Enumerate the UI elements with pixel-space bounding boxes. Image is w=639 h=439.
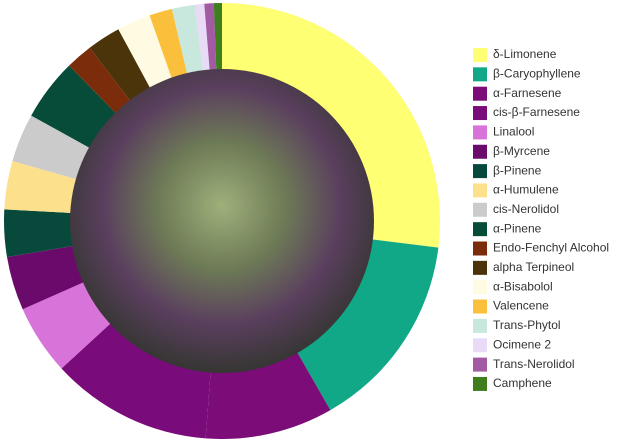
legend-swatch [473, 338, 487, 353]
donut-segment [31, 65, 117, 149]
legend-label: β-Pinene [493, 163, 542, 177]
center-photo [70, 69, 374, 373]
legend-label: Linalool [493, 125, 534, 139]
legend-label: β-Caryophyllene [493, 67, 581, 81]
legend-label: Trans-Nerolidol [493, 357, 575, 371]
donut-segment [12, 115, 91, 180]
donut-segment [118, 15, 173, 90]
legend-swatch [473, 86, 487, 101]
legend-swatch [473, 280, 487, 295]
donut-segment [222, 3, 440, 248]
legend-label: Valencene [493, 299, 549, 313]
legend-swatch [473, 183, 487, 198]
legend-swatch [473, 241, 487, 256]
legend-label: cis-Nerolidol [493, 202, 559, 216]
legend-swatch [473, 67, 487, 82]
legend-label: β-Myrcene [493, 144, 550, 158]
legend-label: alpha Terpineol [493, 260, 574, 274]
legend-swatch [473, 48, 487, 62]
donut-segment [4, 160, 78, 214]
legend-swatch [473, 144, 487, 159]
legend-label: Camphene [493, 376, 552, 390]
donut-segment [205, 351, 331, 439]
donut-segment [296, 239, 439, 411]
donut-segment [213, 3, 222, 72]
legend-label: Trans-Phytol [493, 318, 561, 332]
legend-swatch [473, 106, 487, 121]
donut-segment [149, 8, 188, 80]
legend-swatch [473, 202, 487, 217]
legend-swatch [473, 376, 487, 391]
donut-segment [7, 245, 85, 310]
legend-label: α-Humulene [493, 183, 559, 197]
legend-swatch [473, 260, 487, 275]
legend: δ-Limonene β-Caryophyllene α-Farnesene cis-… [473, 47, 609, 391]
legend-label: α-Pinene [493, 221, 542, 235]
donut-segment [69, 47, 131, 115]
donut-segment [22, 281, 112, 369]
donut-segment [171, 4, 204, 76]
legend-label: δ-Limonene [493, 47, 557, 61]
legend-swatch [473, 164, 487, 179]
legend-swatch [473, 125, 487, 140]
legend-label: α-Farnesene [493, 86, 562, 100]
donut-segment [204, 3, 217, 72]
legend-label: Ocimene 2 [493, 337, 551, 351]
donut-segment [61, 322, 211, 439]
legend-swatch [473, 318, 487, 333]
legend-swatch [473, 222, 487, 237]
donut [3, 3, 440, 439]
donut-segment [194, 3, 210, 73]
donut-segment [3, 209, 75, 258]
legend-label: Endo-Fenchyl Alcohol [493, 241, 609, 255]
legend-swatch [473, 357, 487, 372]
legend-swatch [473, 299, 487, 314]
donut-segment [89, 29, 151, 102]
legend-label: cis-β-Farnesene [493, 105, 580, 119]
legend-label: α-Bisabolol [493, 279, 553, 293]
